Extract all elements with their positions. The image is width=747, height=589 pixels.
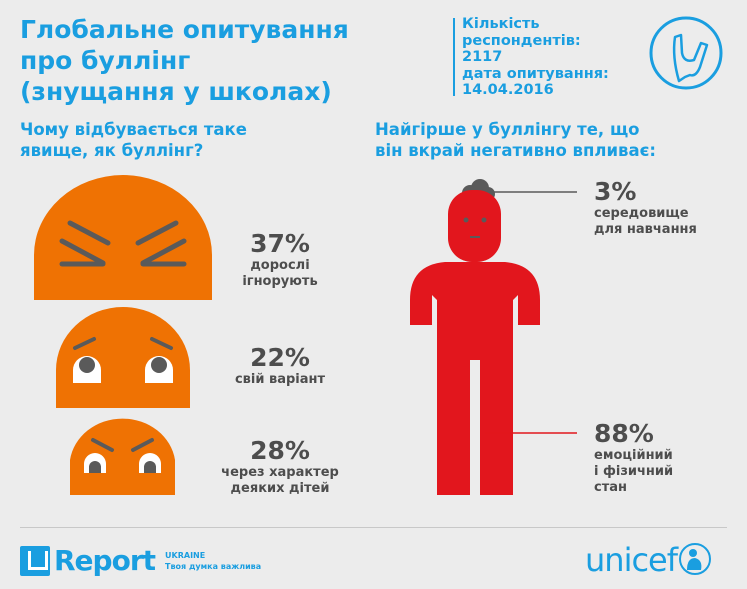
label: і фізичний — [594, 464, 674, 479]
percent: 37% — [250, 229, 310, 258]
title-line: про буллінг — [20, 46, 191, 75]
person-figure — [410, 179, 577, 495]
percent: 3% — [594, 177, 637, 206]
respondents-label: Кількість — [462, 16, 540, 32]
face-angry — [70, 418, 175, 495]
date-label: дата опитування: — [462, 65, 609, 82]
percent: 28% — [250, 436, 310, 465]
heading-line: Найгірше у буллінгу те, що — [375, 120, 640, 139]
right-heading: Найгірше у буллінгу те, що він вкрай нег… — [375, 119, 656, 161]
percent: 22% — [250, 343, 310, 372]
title-line: (знущання у школах) — [20, 77, 332, 106]
heading-line: Чому відбувається таке — [20, 120, 247, 139]
unicef-emblem-icon — [679, 543, 711, 575]
faces — [34, 175, 212, 495]
ureport-logo: Report UKRAINE Твоя думка важлива — [20, 544, 261, 577]
page-title: Глобальне опитування про буллінг (знущан… — [20, 14, 349, 107]
label: стан — [594, 480, 627, 495]
impact-item: 88% емоційний і фізичний стан — [594, 420, 673, 496]
respondents-label: респондентів: — [462, 32, 581, 49]
face-worried — [56, 307, 190, 408]
impact-item: 3% середовище для навчання — [594, 178, 697, 238]
ureport-u-icon — [20, 545, 50, 576]
percent: 88% — [594, 419, 654, 448]
heading-line: він вкрай негативно впливає: — [375, 141, 656, 160]
label: свій варіант — [234, 372, 326, 387]
reason-item: 22% свій варіант — [215, 344, 345, 388]
survey-meta: Кількість респондентів: 2117 дата опитув… — [462, 16, 609, 99]
survey-date: 14.04.2016 — [462, 82, 554, 98]
label: дорослі — [250, 258, 310, 273]
reason-item: 37% дорослі ігнорують — [230, 230, 330, 290]
label: для навчання — [594, 222, 697, 237]
unicef-wordmark: unicef — [585, 541, 678, 579]
heading-line: явище, як буллінг? — [20, 141, 204, 160]
reason-item: 28% через характер деяких дітей — [205, 437, 355, 497]
label: емоційний — [594, 448, 673, 463]
slingshot-icon — [649, 16, 723, 90]
ureport-country: UKRAINE — [165, 550, 206, 560]
ureport-wordmark: Report — [54, 544, 156, 577]
label: середовище — [594, 206, 689, 221]
label: через характер — [221, 465, 339, 480]
left-heading: Чому відбувається таке явище, як буллінг… — [20, 119, 247, 161]
face-squint — [34, 175, 212, 300]
title-line: Глобальне опитування — [20, 15, 349, 44]
footer-divider — [20, 527, 727, 528]
label: ігнорують — [242, 274, 318, 289]
unicef-logo: unicef — [585, 540, 713, 580]
label: деяких дітей — [230, 481, 330, 496]
respondents-count: 2117 — [462, 49, 503, 65]
ureport-tagline: Твоя думка важлива — [165, 561, 262, 571]
divider — [453, 18, 455, 96]
